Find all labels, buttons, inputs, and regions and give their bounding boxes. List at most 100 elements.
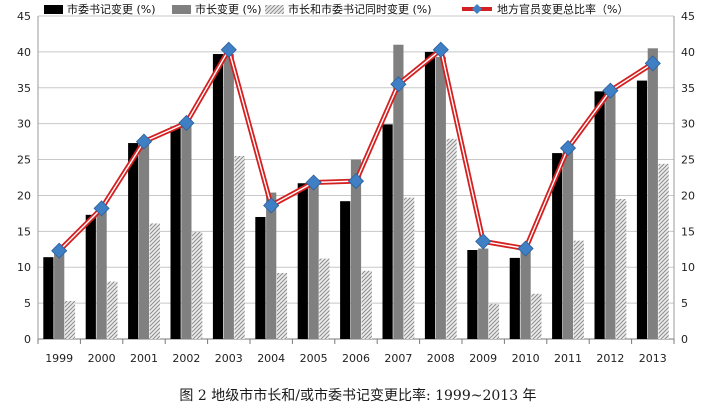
bar-series-2 [96,209,107,339]
x-tick-label: 2001 [130,352,158,365]
total-rate-marker [305,174,322,191]
legend-label: 市长和市委书记同时变更 (%) [288,2,432,16]
legend: 市委书记变更 (%) 市长变更 (%) 市长和市委书记同时变更 (%) 地方官员变更总… [44,2,628,16]
bar-series-1 [212,54,224,339]
bar-series-3 [319,258,330,339]
y-tick-label-left: 40 [17,46,31,59]
total-rate-marker [263,197,280,214]
x-tick-label: 2003 [215,352,243,365]
x-tick-label: 2009 [469,352,497,365]
total-rate-marker [135,133,153,150]
bar-series-3 [573,240,584,339]
y-tick-label-left: 35 [17,82,31,95]
legend-label: 地方官员变更总比率（%） [497,2,628,16]
y-tick-label-right: 40 [681,46,695,59]
bar-series-2 [562,145,574,339]
x-tick-label: 2010 [512,352,540,365]
total-rate-marker [51,242,68,259]
y-tick-label-right: 10 [681,261,695,274]
total-rate-marker [93,200,110,217]
total-rate-marker [559,140,577,157]
bar-series-2 [181,125,192,339]
x-tick-label: 2008 [427,352,455,365]
y-tick-label-right: 0 [681,333,688,346]
y-tick-label-left: 30 [17,118,31,131]
total-rate-marker [390,76,407,93]
bar-series-3 [276,272,288,339]
bar-series-3 [361,270,372,339]
total-rate-marker [602,82,619,99]
y-tick-label-right: 20 [681,189,695,202]
bar-series-3 [107,281,118,339]
bar-series-2 [393,44,404,339]
x-tick-label: 2011 [554,352,582,365]
total-rate-marker [644,55,661,72]
bar-series-1 [128,143,139,339]
y-tick-label-left: 15 [17,225,31,238]
x-tick-label: 2002 [172,352,200,365]
x-tick-label: 2000 [88,352,116,365]
bar-series-1 [509,257,520,339]
bar-series-2 [350,159,362,339]
legend-label: 市长变更 (%) [195,2,262,16]
bar-series-2 [138,143,150,339]
x-tick-label: 2013 [639,352,667,365]
total-rate-marker [517,240,534,257]
bar-series-3 [234,155,245,339]
bar-series-2 [605,93,616,340]
bar-series-1 [467,249,478,339]
bar-series-3 [446,138,457,339]
bar-series-2 [647,48,658,340]
total-rate-marker [432,41,449,58]
bar-series-3 [64,300,76,339]
y-tick-label-right: 45 [681,10,695,23]
x-tick-label: 2007 [384,352,412,365]
bar-series-1 [85,214,96,339]
legend-marker [472,4,482,14]
bar-series-3 [616,199,627,339]
bar-series-1 [297,183,308,339]
bar-series-3 [488,303,500,339]
bar-series-1 [636,80,648,339]
bar-series-2 [223,54,234,339]
legend-swatch [44,5,63,14]
total-rate-marker [178,114,195,132]
bar-series-2 [266,192,277,339]
bar-series-1 [594,91,605,339]
y-tick-label-right: 35 [681,82,695,95]
bar-series-1 [552,153,563,339]
x-tick-label: 2006 [342,352,370,365]
legend-label: 市委书记变更 (%) [67,2,156,16]
bar-series-2 [54,249,65,339]
legend-swatch [172,5,191,14]
x-tick-label: 2012 [596,352,624,365]
bar-series-1 [382,124,393,339]
chart: 0 0 5 5 10 10 15 15 20 20 25 25 30 30 35 35 40 40 45 45 1999… [17,2,695,365]
bar-series-2 [308,179,319,339]
legend-swatch [265,5,284,14]
total-rate-marker [220,41,237,58]
total-rate-marker [475,233,492,250]
bars [43,44,669,340]
y-tick-label-right: 15 [681,225,695,238]
x-tick-label: 1999 [45,352,73,365]
bar-series-3 [404,197,415,339]
figure-caption: 图 2 地级市市长和/或市委书记变更比率: 1999~2013 年 [179,388,537,404]
bar-series-1 [43,257,54,339]
bar-series-1 [340,201,351,339]
bar-series-1 [170,126,181,339]
bar-series-2 [520,247,531,339]
total-rate-marker [347,173,365,190]
bar-series-3 [149,223,160,339]
y-tick-label-left: 45 [17,10,31,23]
bar-series-3 [192,232,203,339]
y-tick-label-left: 0 [24,333,31,346]
bar-series-3 [531,293,542,339]
bar-series-3 [658,163,669,339]
total-rate-line [51,41,661,259]
bar-series-1 [255,216,266,339]
x-tick-label: 2005 [300,352,328,365]
y-tick-label-left: 5 [24,297,31,310]
bar-series-2 [478,248,489,339]
y-tick-label-right: 5 [681,297,688,310]
